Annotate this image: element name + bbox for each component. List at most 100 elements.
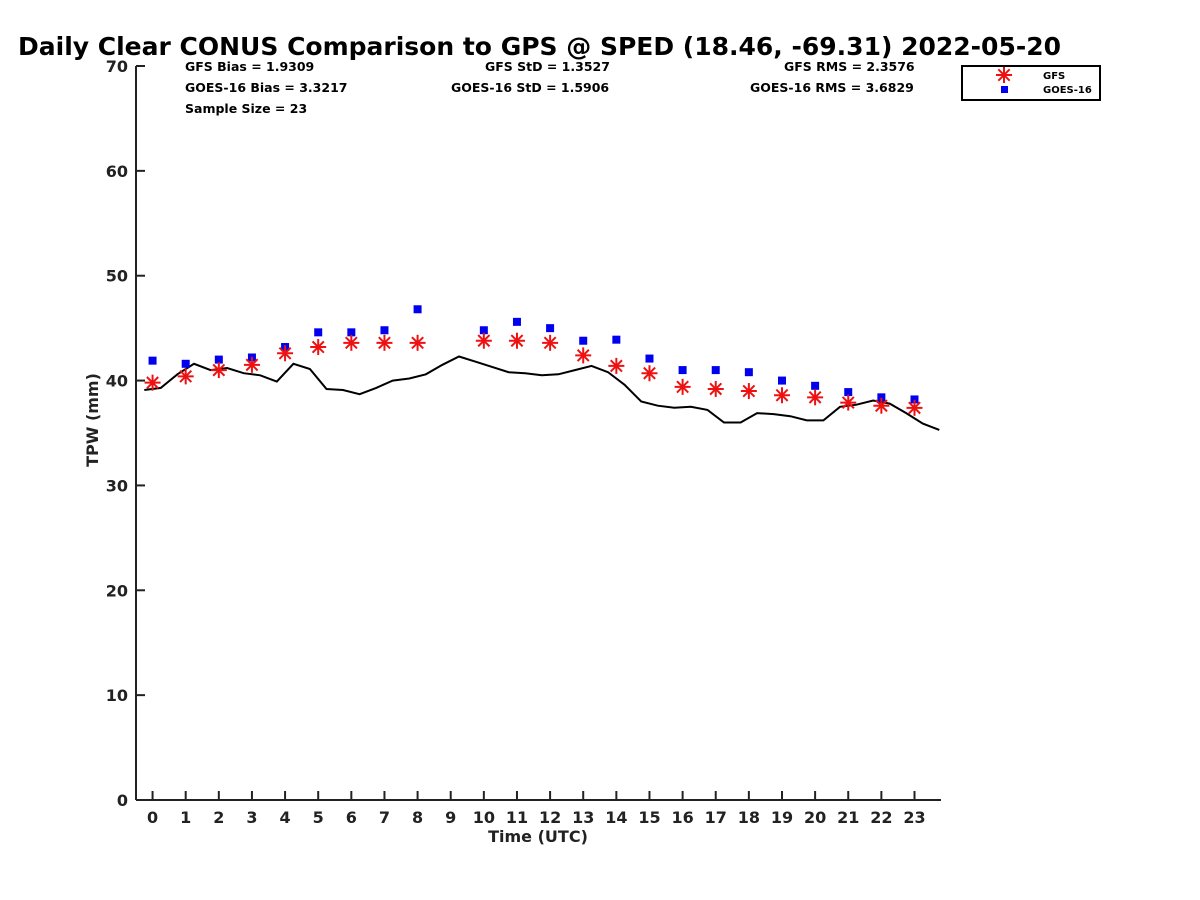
goes16-point xyxy=(214,355,223,364)
goes16-point xyxy=(181,359,190,368)
x-tick-label: 7 xyxy=(379,808,390,827)
x-tick-label: 17 xyxy=(705,808,727,827)
gfs-point xyxy=(210,362,227,379)
gfs-point xyxy=(906,399,923,416)
gfs-std-text: GFS StD = 1.3527 xyxy=(485,59,610,74)
gfs-point xyxy=(674,378,691,395)
y-tick-label: 30 xyxy=(106,476,128,495)
stats-block: GFS Bias = 1.9309 GOES-16 Bias = 3.3217 … xyxy=(185,59,915,116)
gfs-point xyxy=(542,334,559,351)
goes16-point xyxy=(910,395,919,404)
x-tick-label: 6 xyxy=(346,808,357,827)
x-tick-label: 1 xyxy=(180,808,191,827)
gfs-point xyxy=(873,397,890,414)
y-tick-label: 40 xyxy=(106,372,128,391)
x-tick-label: 15 xyxy=(638,808,660,827)
y-tick-label: 50 xyxy=(106,267,128,286)
goes16-point xyxy=(413,305,422,314)
goes16-point xyxy=(512,317,521,326)
gfs-rms-text: GFS RMS = 2.3576 xyxy=(784,59,915,74)
gfs-point xyxy=(277,345,294,362)
gfs-point xyxy=(840,394,857,411)
legend-goes16-marker xyxy=(1001,86,1008,93)
goes16-point xyxy=(711,366,720,375)
x-tick-label: 2 xyxy=(213,808,224,827)
x-tick-label: 21 xyxy=(837,808,859,827)
gfs-point xyxy=(508,332,525,349)
x-tick-label: 13 xyxy=(572,808,594,827)
plot-area xyxy=(135,66,941,801)
gfs-point xyxy=(773,387,790,404)
chart-title: Daily Clear CONUS Comparison to GPS @ SP… xyxy=(18,32,1061,61)
legend: GFS GOES-16 xyxy=(961,65,1101,101)
sample-size-text: Sample Size = 23 xyxy=(185,101,307,116)
gfs-point xyxy=(177,368,194,385)
gfs-point xyxy=(707,380,724,397)
legend-goes16-label: GOES-16 xyxy=(1043,85,1092,96)
gfs-point xyxy=(740,383,757,400)
series-goes16 xyxy=(148,305,919,404)
gfs-point xyxy=(475,332,492,349)
gfs-point xyxy=(575,347,592,364)
gfs-point xyxy=(376,334,393,351)
goes16-point xyxy=(314,328,323,337)
x-tick-label: 3 xyxy=(246,808,257,827)
goes16-point xyxy=(579,336,588,345)
x-tick-label: 23 xyxy=(903,808,925,827)
gfs-bias-text: GFS Bias = 1.9309 xyxy=(185,59,314,74)
legend-gfs-asterisk xyxy=(996,67,1012,83)
y-axis-label: TPW (mm) xyxy=(83,373,102,467)
series-gfs xyxy=(144,332,923,416)
gfs-point xyxy=(343,334,360,351)
gfs-point xyxy=(807,389,824,406)
x-tick-label: 11 xyxy=(506,808,528,827)
goes16-point xyxy=(148,356,157,365)
goes16-point xyxy=(844,388,853,397)
legend-box xyxy=(961,65,1101,101)
goes16-point xyxy=(347,328,356,337)
y-tick-label: 20 xyxy=(106,581,128,600)
x-tick-label: 8 xyxy=(412,808,423,827)
y-tick-label: 70 xyxy=(106,57,128,76)
x-tick-label: 12 xyxy=(539,808,561,827)
y-axis: 0 10 20 30 40 50 60 70 xyxy=(106,57,145,810)
gps-line xyxy=(144,355,940,431)
series-gps xyxy=(144,355,940,431)
x-axis: 0 1 2 3 4 5 6 7 8 9 10 11 12 13 14 15 16 17 18 19 20 21 22 23 xyxy=(147,791,926,827)
goes16-point xyxy=(380,326,389,335)
goes16-point xyxy=(678,366,687,375)
legend-gfs-marker xyxy=(996,67,1012,83)
x-tick-label: 4 xyxy=(280,808,291,827)
x-tick-label: 10 xyxy=(473,808,495,827)
goes16-point xyxy=(744,368,753,377)
x-axis-label: Time (UTC) xyxy=(488,827,588,846)
gfs-point xyxy=(608,357,625,374)
goes16-point xyxy=(877,393,886,402)
x-tick-label: 19 xyxy=(771,808,793,827)
y-tick-label: 10 xyxy=(106,686,128,705)
gfs-point xyxy=(243,356,260,373)
x-tick-label: 9 xyxy=(445,808,456,827)
goes16-point xyxy=(612,335,621,344)
x-tick-label: 16 xyxy=(671,808,693,827)
goes16-point xyxy=(479,326,488,335)
goes-rms-text: GOES-16 RMS = 3.6829 xyxy=(750,80,914,95)
goes16-point xyxy=(645,354,654,363)
goes16-point xyxy=(811,381,820,390)
y-tick-label: 60 xyxy=(106,162,128,181)
x-tick-label: 14 xyxy=(605,808,627,827)
x-tick-label: 0 xyxy=(147,808,158,827)
y-tick-label: 0 xyxy=(117,791,128,810)
gfs-point xyxy=(641,365,658,382)
gfs-point xyxy=(144,374,161,391)
gfs-point xyxy=(409,334,426,351)
goes-std-text: GOES-16 StD = 1.5906 xyxy=(451,80,609,95)
legend-gfs-label: GFS xyxy=(1043,71,1065,82)
x-tick-label: 22 xyxy=(870,808,892,827)
goes16-point xyxy=(777,376,786,385)
goes16-point xyxy=(546,324,555,333)
goes-bias-text: GOES-16 Bias = 3.3217 xyxy=(185,80,347,95)
x-tick-label: 5 xyxy=(313,808,324,827)
gfs-point xyxy=(310,339,327,356)
